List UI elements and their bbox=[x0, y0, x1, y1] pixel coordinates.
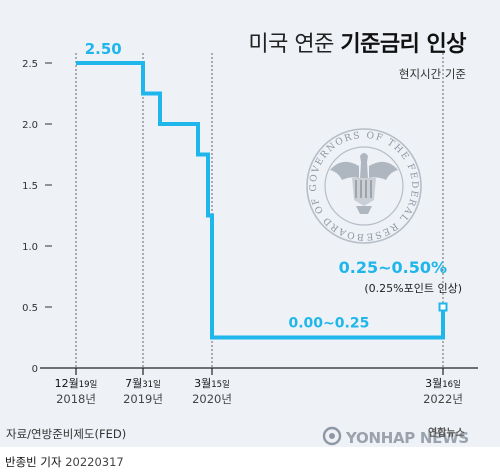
chart-panel bbox=[0, 0, 500, 447]
x-tick-month: 12월 bbox=[55, 377, 79, 390]
logo-en: YONHAP NEWS bbox=[345, 429, 469, 446]
x-tick-month: 3월 bbox=[425, 377, 442, 390]
y-tick-label: 2.0 bbox=[22, 120, 38, 131]
label-current-rate: 0.25~0.50% bbox=[339, 258, 447, 277]
x-tick-day: 19일 bbox=[79, 380, 98, 390]
label-zero-rate: 0.00~0.25 bbox=[289, 316, 370, 332]
x-tick-day: 15일 bbox=[211, 380, 230, 390]
current-rate-marker bbox=[438, 302, 448, 312]
y-tick-label: 1.5 bbox=[22, 181, 38, 192]
label-start-rate: 2.50 bbox=[85, 40, 122, 58]
x-tick-day: 31일 bbox=[142, 380, 161, 390]
label-rate-change: (0.25%포인트 인상) bbox=[364, 282, 462, 295]
y-tick-label: 1.0 bbox=[22, 242, 38, 253]
rate-step-line bbox=[76, 61, 445, 340]
yonhap-logo: YONHAP NEWS bbox=[322, 426, 469, 446]
byline-date: 20220317 bbox=[65, 455, 124, 469]
x-tick-label-date: 12월19일 bbox=[55, 377, 98, 390]
x-tick-label-date: 3월15일 bbox=[194, 377, 230, 390]
y-tick-label: 0 bbox=[32, 364, 38, 375]
x-tick-label-year: 2022년 bbox=[423, 392, 463, 406]
chart-subtitle: 현지시간 기준 bbox=[398, 67, 466, 81]
chart-title: 미국 연준 기준금리 인상 bbox=[248, 26, 466, 58]
byline-name: 반종빈 기자 bbox=[5, 455, 62, 469]
title-light: 미국 연준 bbox=[248, 32, 334, 57]
source-note: 자료/연방준비제도(FED) bbox=[6, 427, 127, 441]
y-tick-label: 0.5 bbox=[22, 303, 38, 314]
x-tick-label-year: 2020년 bbox=[192, 392, 232, 406]
byline: 반종빈 기자 20220317 bbox=[5, 454, 124, 470]
x-tick-label-year: 2019년 bbox=[123, 392, 163, 406]
yonhap-logo-icon bbox=[322, 426, 342, 446]
x-tick-month: 3월 bbox=[194, 377, 211, 390]
x-tick-label-date: 3월16일 bbox=[425, 377, 461, 390]
logo-ko: 연합뉴스 bbox=[428, 428, 465, 439]
y-tick-label: 2.5 bbox=[22, 59, 38, 70]
eagle-icon bbox=[330, 153, 398, 214]
x-tick-label-year: 2018년 bbox=[56, 392, 96, 406]
x-tick-label-date: 7월31일 bbox=[125, 377, 161, 390]
x-tick-day: 16일 bbox=[442, 380, 461, 390]
chart-svg: BOARD OF GOVERNORS OF THE FEDERAL RESERV… bbox=[22, 40, 478, 406]
seal-watermark: BOARD OF GOVERNORS OF THE FEDERAL RESERV… bbox=[306, 128, 422, 244]
title-bold: 기준금리 인상 bbox=[340, 32, 466, 57]
x-tick-month: 7월 bbox=[125, 377, 142, 390]
